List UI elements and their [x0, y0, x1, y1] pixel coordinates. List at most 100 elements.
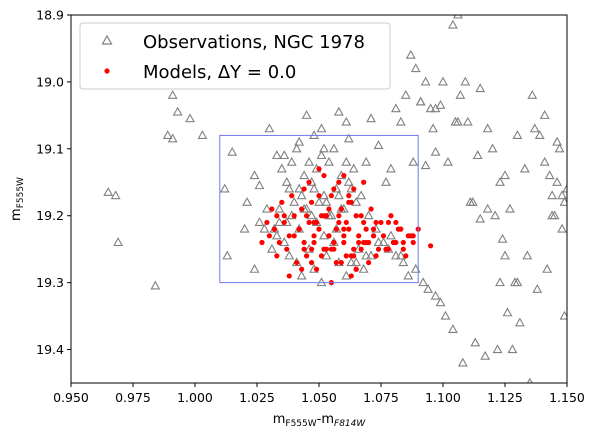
observation-point: [438, 76, 448, 86]
observation-point: [294, 136, 305, 146]
model-point: [321, 172, 327, 179]
model-point: [356, 233, 362, 239]
observation-point: [539, 156, 550, 166]
selection-box: [219, 134, 419, 284]
model-point: [304, 253, 310, 259]
model-point: [294, 259, 300, 266]
observation-point: [366, 250, 377, 260]
model-point: [301, 239, 307, 246]
observation-point: [321, 197, 332, 206]
observation-point: [500, 170, 510, 180]
observation-point: [316, 150, 327, 160]
observation-point: [562, 183, 567, 193]
model-point: [366, 259, 372, 266]
observation-point: [150, 280, 161, 290]
model-point: [291, 213, 297, 219]
model-point: [308, 259, 315, 266]
observation-point: [333, 190, 344, 200]
model-point: [348, 273, 354, 279]
model-point: [316, 193, 322, 199]
observation-point: [408, 156, 419, 166]
model-point: [348, 253, 354, 259]
observation-point: [512, 130, 523, 139]
observation-point: [343, 176, 354, 186]
model-point: [333, 226, 339, 232]
observation-point: [552, 136, 563, 146]
model-point: [299, 206, 305, 212]
model-point: [341, 239, 347, 246]
legend-label-observations: Observations, NGC 1978: [143, 32, 365, 53]
observation-point: [527, 89, 538, 99]
observation-point: [415, 96, 426, 106]
model-point: [343, 219, 349, 226]
model-point: [276, 239, 282, 246]
model-point: [353, 266, 359, 272]
observation-point: [321, 250, 332, 260]
model-point: [291, 233, 297, 239]
observation-point: [286, 156, 297, 166]
observation-point: [363, 210, 374, 220]
observation-point: [395, 116, 406, 126]
model-point: [363, 226, 369, 232]
observation-point: [492, 344, 503, 354]
observation-point: [512, 277, 523, 287]
model-point: [311, 233, 317, 239]
observation-point: [242, 197, 253, 206]
model-point: [373, 219, 379, 226]
model-point: [279, 199, 285, 205]
observation-point: [472, 150, 483, 160]
observation-point: [323, 156, 334, 166]
ticks-layer: 0.950 0.975 1.000 1.025 1.050 1.075 1.100 1.125…: [36, 8, 585, 406]
observation-point: [110, 190, 121, 200]
observation-point: [279, 150, 290, 160]
observation-point: [440, 310, 451, 320]
model-point: [341, 233, 347, 239]
model-point: [388, 213, 394, 219]
observation-point: [547, 210, 558, 220]
model-point: [361, 219, 367, 226]
model-point: [289, 193, 295, 199]
model-point: [341, 172, 347, 179]
model-point: [313, 266, 320, 272]
model-point: [259, 239, 265, 246]
observation-point: [366, 113, 377, 123]
model-point: [410, 239, 416, 246]
observation-point: [249, 170, 260, 180]
observation-point: [373, 140, 384, 150]
observation-point: [162, 130, 173, 139]
x-tick-label: 1.125: [487, 390, 523, 405]
model-point: [361, 179, 367, 185]
observation-point: [249, 263, 260, 273]
model-point: [336, 179, 342, 185]
model-point: [358, 213, 364, 219]
model-point: [353, 213, 359, 219]
observation-point: [482, 123, 493, 133]
observation-point: [227, 146, 238, 156]
observation-point: [532, 283, 543, 293]
observation-point: [361, 250, 372, 260]
observation-point: [274, 203, 285, 213]
y-tick-label: 19.3: [36, 275, 64, 290]
observation-point: [487, 143, 498, 153]
y-tick-label: 18.9: [36, 8, 64, 23]
model-point: [281, 219, 287, 226]
model-point: [343, 253, 349, 259]
observation-point: [514, 317, 525, 327]
legend-triangle-marker: [101, 34, 113, 45]
observation-point: [552, 176, 563, 186]
model-point: [301, 246, 307, 252]
observation-point: [405, 49, 416, 59]
observation-point: [167, 133, 178, 143]
model-point: [331, 239, 337, 246]
observation-point: [447, 19, 458, 29]
observation-point: [507, 344, 518, 354]
observation-point: [452, 15, 463, 19]
model-point: [370, 233, 377, 239]
legend-label-models: Models, ΔY = 0.0: [143, 62, 296, 83]
observation-point: [490, 210, 501, 220]
x-tick-label: 1.075: [363, 390, 399, 405]
observation-point: [544, 170, 555, 180]
model-point: [393, 239, 399, 246]
observation-point: [400, 89, 411, 99]
